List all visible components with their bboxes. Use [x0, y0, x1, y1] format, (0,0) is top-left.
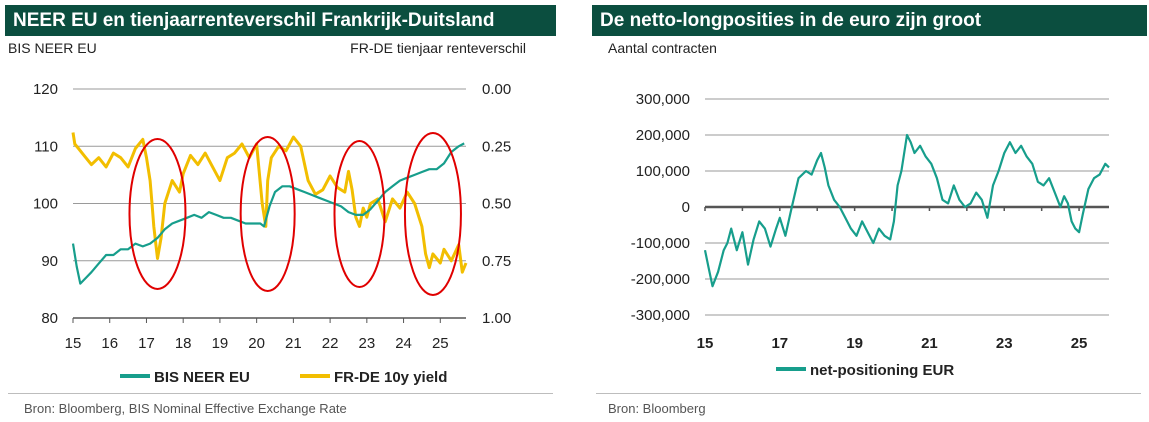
- source-note: Bron: Bloomberg: [608, 401, 706, 416]
- source-note: Bron: Bloomberg, BIS Nominal Effective E…: [24, 401, 347, 416]
- x-tick-label: 15: [65, 335, 82, 352]
- x-tick-label: 16: [101, 335, 118, 352]
- y2-tick-label: 0.25: [482, 138, 511, 155]
- y-tick-label: -200,000: [631, 271, 690, 288]
- x-tick-label: 21: [285, 335, 302, 352]
- y-tick-label: -100,000: [631, 235, 690, 252]
- y2-tick-label: 1.00: [482, 310, 511, 327]
- x-tick-label: 19: [212, 335, 229, 352]
- legend-label-neer: BIS NEER EU: [154, 369, 250, 386]
- y-tick-label: 200,000: [636, 127, 690, 144]
- x-tick-label: 25: [1071, 335, 1088, 352]
- positioning-chart: -300,000 -200,000 -100,000 0 100,000 200,000 3…: [631, 91, 1110, 379]
- y-tick-label: -300,000: [631, 307, 690, 324]
- y-tick-label: 100,000: [636, 163, 690, 180]
- right-axis-label: FR-DE tienjaar renteverschil: [350, 40, 526, 56]
- annotation-ellipse: [403, 132, 462, 296]
- neer-chart: 80 90 100 110 120 0.00 0.25 0.50 0.75 1.00 15 16 17 1…: [33, 81, 511, 386]
- x-tick-label: 20: [248, 335, 265, 352]
- y-tick-label: 120: [33, 81, 58, 98]
- axis-label: Aantal contracten: [608, 40, 717, 56]
- chart-title: NEER EU en tienjaarrenteverschil Frankri…: [5, 5, 556, 36]
- legend-label-yield: FR-DE 10y yield: [334, 369, 447, 386]
- annotation-ellipse: [239, 136, 296, 292]
- x-tick-label: 24: [395, 335, 412, 352]
- left-axis-label: BIS NEER EU: [8, 40, 97, 56]
- y2-tick-label: 0.75: [482, 253, 511, 270]
- x-tick-label: 19: [846, 335, 863, 352]
- y-tick-label: 300,000: [636, 91, 690, 108]
- series-line-net-positioning: [703, 133, 1110, 288]
- y-tick-label: 90: [41, 253, 58, 270]
- y2-tick-label: 0.00: [482, 81, 511, 98]
- annotation-ellipse: [333, 140, 386, 288]
- chart-panel-positioning: De netto-longposities in de euro zijn gr…: [590, 0, 1149, 422]
- x-tick-label: 21: [921, 335, 938, 352]
- y2-tick-label: 0.50: [482, 196, 511, 213]
- series-line-neer: [71, 142, 465, 285]
- divider: [596, 393, 1141, 394]
- divider: [8, 393, 553, 394]
- y-tick-label: 80: [41, 310, 58, 327]
- y-tick-label: 100: [33, 196, 58, 213]
- x-tick-label: 23: [996, 335, 1013, 352]
- x-tick-label: 18: [175, 335, 192, 352]
- x-tick-label: 17: [771, 335, 788, 352]
- annotation-ellipse: [128, 138, 187, 290]
- x-tick-label: 17: [138, 335, 155, 352]
- chart-panel-neer: NEER EU en tienjaarrenteverschil Frankri…: [0, 0, 560, 422]
- x-tick-label: 23: [358, 335, 375, 352]
- x-tick-label: 25: [432, 335, 449, 352]
- x-tick-label: 15: [697, 335, 714, 352]
- chart-title: De netto-longposities in de euro zijn gr…: [592, 5, 1147, 36]
- y-tick-label: 110: [34, 138, 58, 155]
- legend-label-net-positioning: net-positioning EUR: [810, 362, 954, 379]
- y-tick-label: 0: [682, 199, 690, 216]
- x-tick-label: 22: [322, 335, 339, 352]
